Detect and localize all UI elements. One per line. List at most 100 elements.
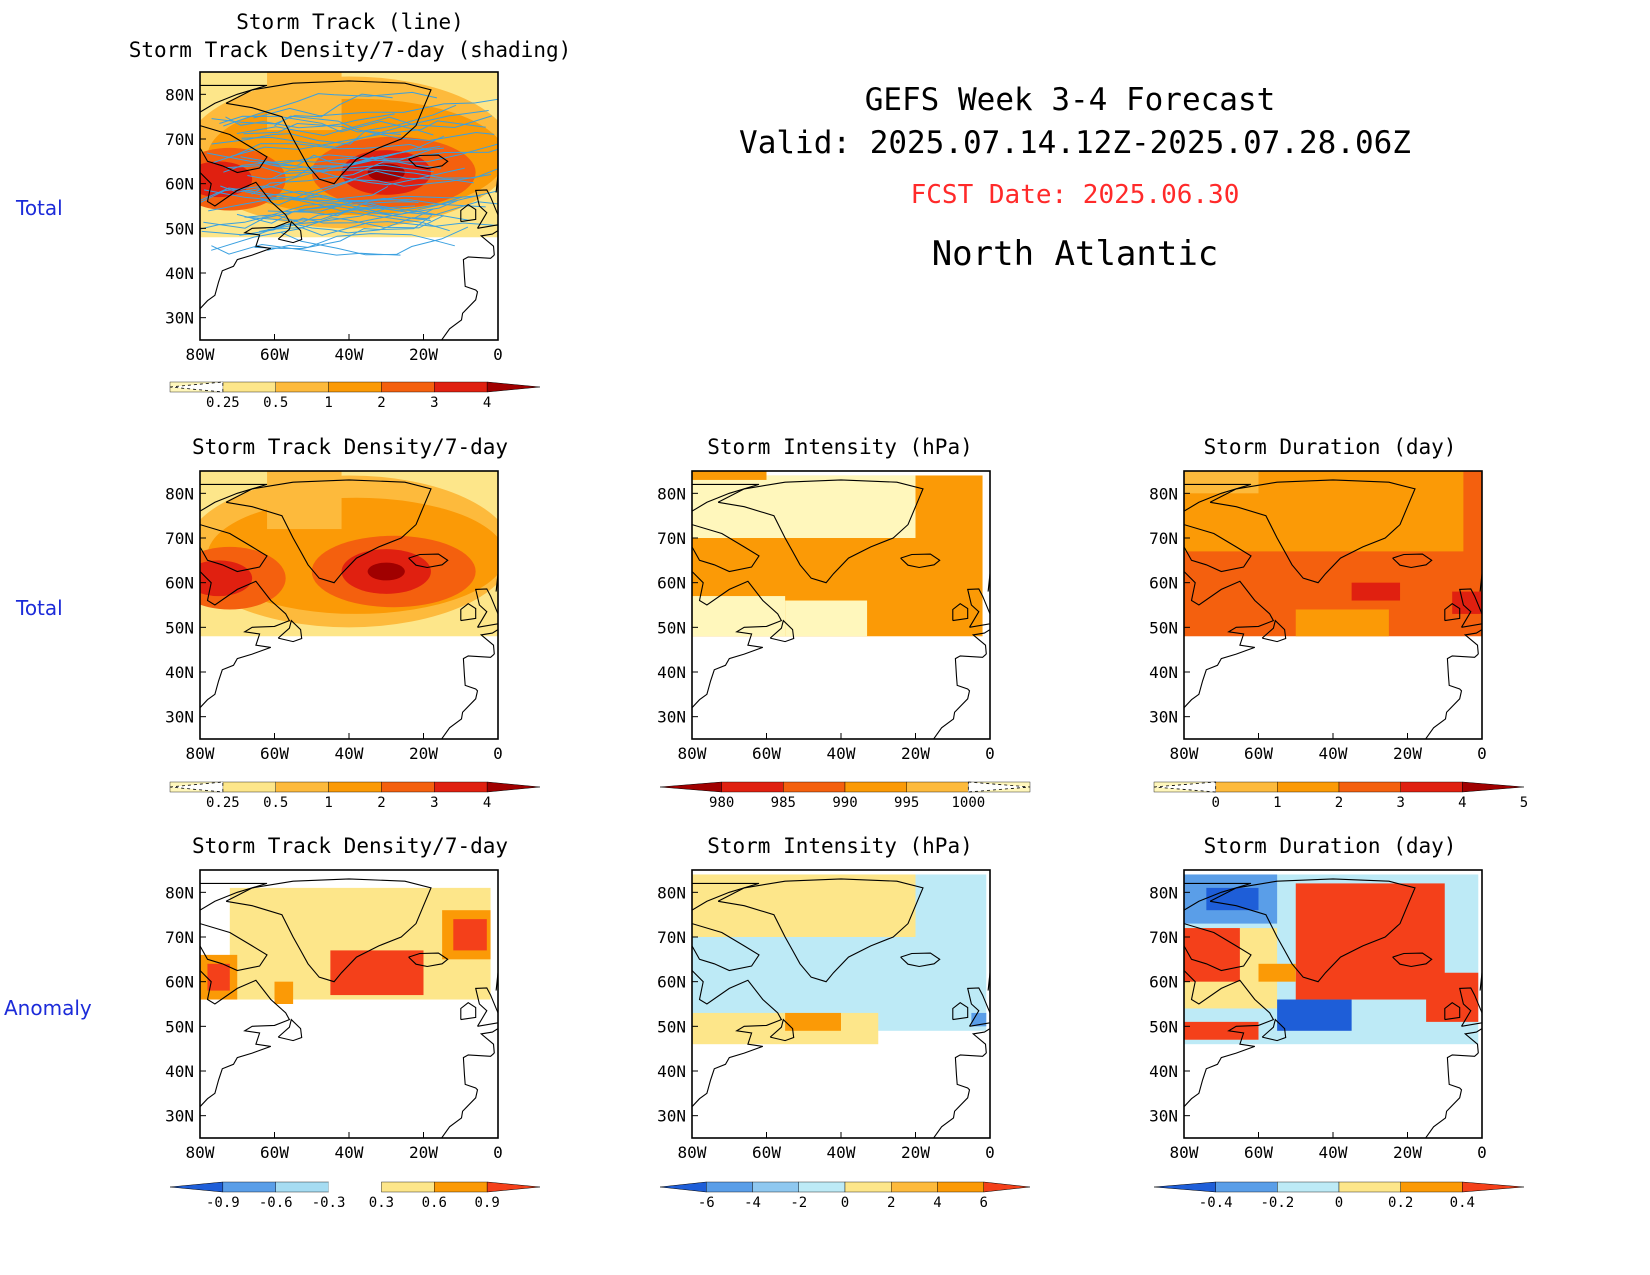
- lat-tick-label: 80N: [1149, 484, 1178, 503]
- colorbar-segment: [706, 1181, 753, 1193]
- coastline: [475, 189, 498, 229]
- field-cell: [267, 471, 342, 530]
- lat-tick-label: 30N: [657, 1107, 686, 1126]
- valid-range: Valid: 2025.07.14.12Z-2025.07.28.06Z: [739, 125, 1411, 161]
- colorbar-label: 2: [377, 795, 385, 810]
- coastline: [692, 524, 760, 573]
- lat-tick-label: 60N: [657, 973, 686, 992]
- field-cell: [1277, 999, 1352, 1031]
- lon-tick-label: 60W: [260, 1143, 289, 1162]
- lat-tick-label: 80N: [165, 883, 194, 902]
- storm-track: [274, 115, 495, 142]
- colorbar-segment: [1338, 781, 1401, 793]
- coastline: [1184, 923, 1252, 972]
- storm-track: [211, 243, 401, 256]
- colorbar-segment: [275, 381, 329, 393]
- colorbar-segment: [844, 1181, 892, 1193]
- lat-tick-label: 80N: [165, 85, 194, 104]
- lat-tick-label: 80N: [657, 883, 686, 902]
- lat-tick-label: 40N: [657, 1062, 686, 1081]
- panel1-title-line2: Storm Track Density/7-day (shading): [128, 38, 572, 62]
- lat-tick-label: 70N: [165, 529, 194, 548]
- colorbar-label: 5: [1520, 795, 1528, 810]
- coastline: [225, 878, 432, 983]
- lat-tick-label: 60N: [1149, 973, 1178, 992]
- density-anomaly-map: 80N 70N 60N 50N 40N 30N 80W 60W 40W 20W 0: [165, 869, 503, 1162]
- storm-track: [259, 217, 431, 234]
- colorbar-label: 1000: [951, 795, 985, 810]
- colorbar-end: [1462, 1181, 1525, 1193]
- colorbar-end: [169, 381, 224, 393]
- colorbar-segment: [844, 781, 907, 793]
- coastline: [1459, 588, 1482, 628]
- coastline: [479, 1028, 498, 1054]
- colorbar-label: 985: [771, 795, 796, 810]
- coastline: [475, 588, 498, 628]
- storm-track: [259, 190, 481, 203]
- lat-tick-label: 30N: [1149, 1107, 1178, 1126]
- field-cell: [1295, 609, 1389, 637]
- lat-tick-label: 50N: [657, 618, 686, 637]
- colorbar-label: -4: [744, 1195, 761, 1210]
- lat-tick-label: 60N: [165, 973, 194, 992]
- colorbar-segment: [222, 1181, 276, 1193]
- colorbar-label: 980: [709, 795, 734, 810]
- lon-tick-label: 20W: [409, 1143, 438, 1162]
- colorbar-segment: [1277, 781, 1340, 793]
- field-cell: [1184, 1021, 1259, 1040]
- coastline: [717, 878, 924, 983]
- panel1-title-line1: Storm Track (line): [236, 10, 464, 34]
- coastline: [460, 1002, 477, 1021]
- lat-tick-label: 70N: [657, 928, 686, 947]
- field-contour: [367, 562, 405, 581]
- colorbar-segment: [798, 1181, 846, 1193]
- colorbar-label: 990: [832, 795, 857, 810]
- duration-anomaly-map: 80N 70N 60N 50N 40N 30N 80W 60W 40W 20W 0: [1149, 869, 1487, 1162]
- lat-tick-label: 50N: [1149, 618, 1178, 637]
- lat-tick-label: 40N: [165, 264, 194, 283]
- lon-tick-label: 20W: [901, 744, 930, 763]
- colorbar-label: 1: [324, 795, 332, 810]
- coastline: [717, 479, 924, 584]
- lon-tick-label: 60W: [1244, 1143, 1273, 1162]
- colorbar-label: 2: [1335, 795, 1343, 810]
- lon-tick-label: 0: [493, 345, 503, 364]
- field-cell: [1258, 963, 1296, 982]
- colorbar-label: 0.5: [263, 395, 288, 410]
- field-contour: [200, 560, 253, 597]
- coastline: [1184, 970, 1275, 1108]
- storm-track: [280, 226, 469, 256]
- colorbar-label: 3: [430, 395, 438, 410]
- panel2-title: Storm Track Density/7-day: [191, 435, 509, 459]
- field-cell: [785, 600, 868, 637]
- colorbar-label: 6: [980, 1195, 988, 1210]
- field-cell: [207, 963, 230, 991]
- storm-track: [200, 202, 415, 230]
- colorbar-label: 2: [887, 1195, 895, 1210]
- colorbar-segment: [434, 381, 488, 393]
- coastline: [408, 154, 449, 170]
- colorbar-label: 0.9: [474, 1195, 499, 1210]
- coastline: [479, 230, 498, 256]
- coastline: [1463, 629, 1482, 655]
- lon-tick-label: 40W: [1319, 1143, 1348, 1162]
- coastline: [200, 125, 268, 174]
- forecast-date: FCST Date: 2025.06.30: [910, 180, 1240, 210]
- storm-track: [282, 174, 492, 201]
- lon-tick-label: 80W: [186, 345, 215, 364]
- lon-tick-label: 60W: [752, 1143, 781, 1162]
- lon-tick-label: 80W: [678, 1143, 707, 1162]
- colorbar-segment: [275, 1181, 329, 1193]
- lat-tick-label: 70N: [657, 529, 686, 548]
- lat-tick-label: 50N: [165, 618, 194, 637]
- storm-track: [271, 168, 498, 180]
- shaded-field: [692, 471, 983, 637]
- region-title: North Atlantic: [931, 234, 1219, 274]
- colorbar-label: 4: [483, 795, 491, 810]
- lon-tick-label: 0: [985, 1143, 995, 1162]
- lon-tick-label: 80W: [1170, 744, 1199, 763]
- coastline: [1209, 479, 1416, 584]
- lon-tick-label: 80W: [186, 1143, 215, 1162]
- colorbar-end: [1462, 781, 1525, 793]
- coastline: [952, 603, 969, 622]
